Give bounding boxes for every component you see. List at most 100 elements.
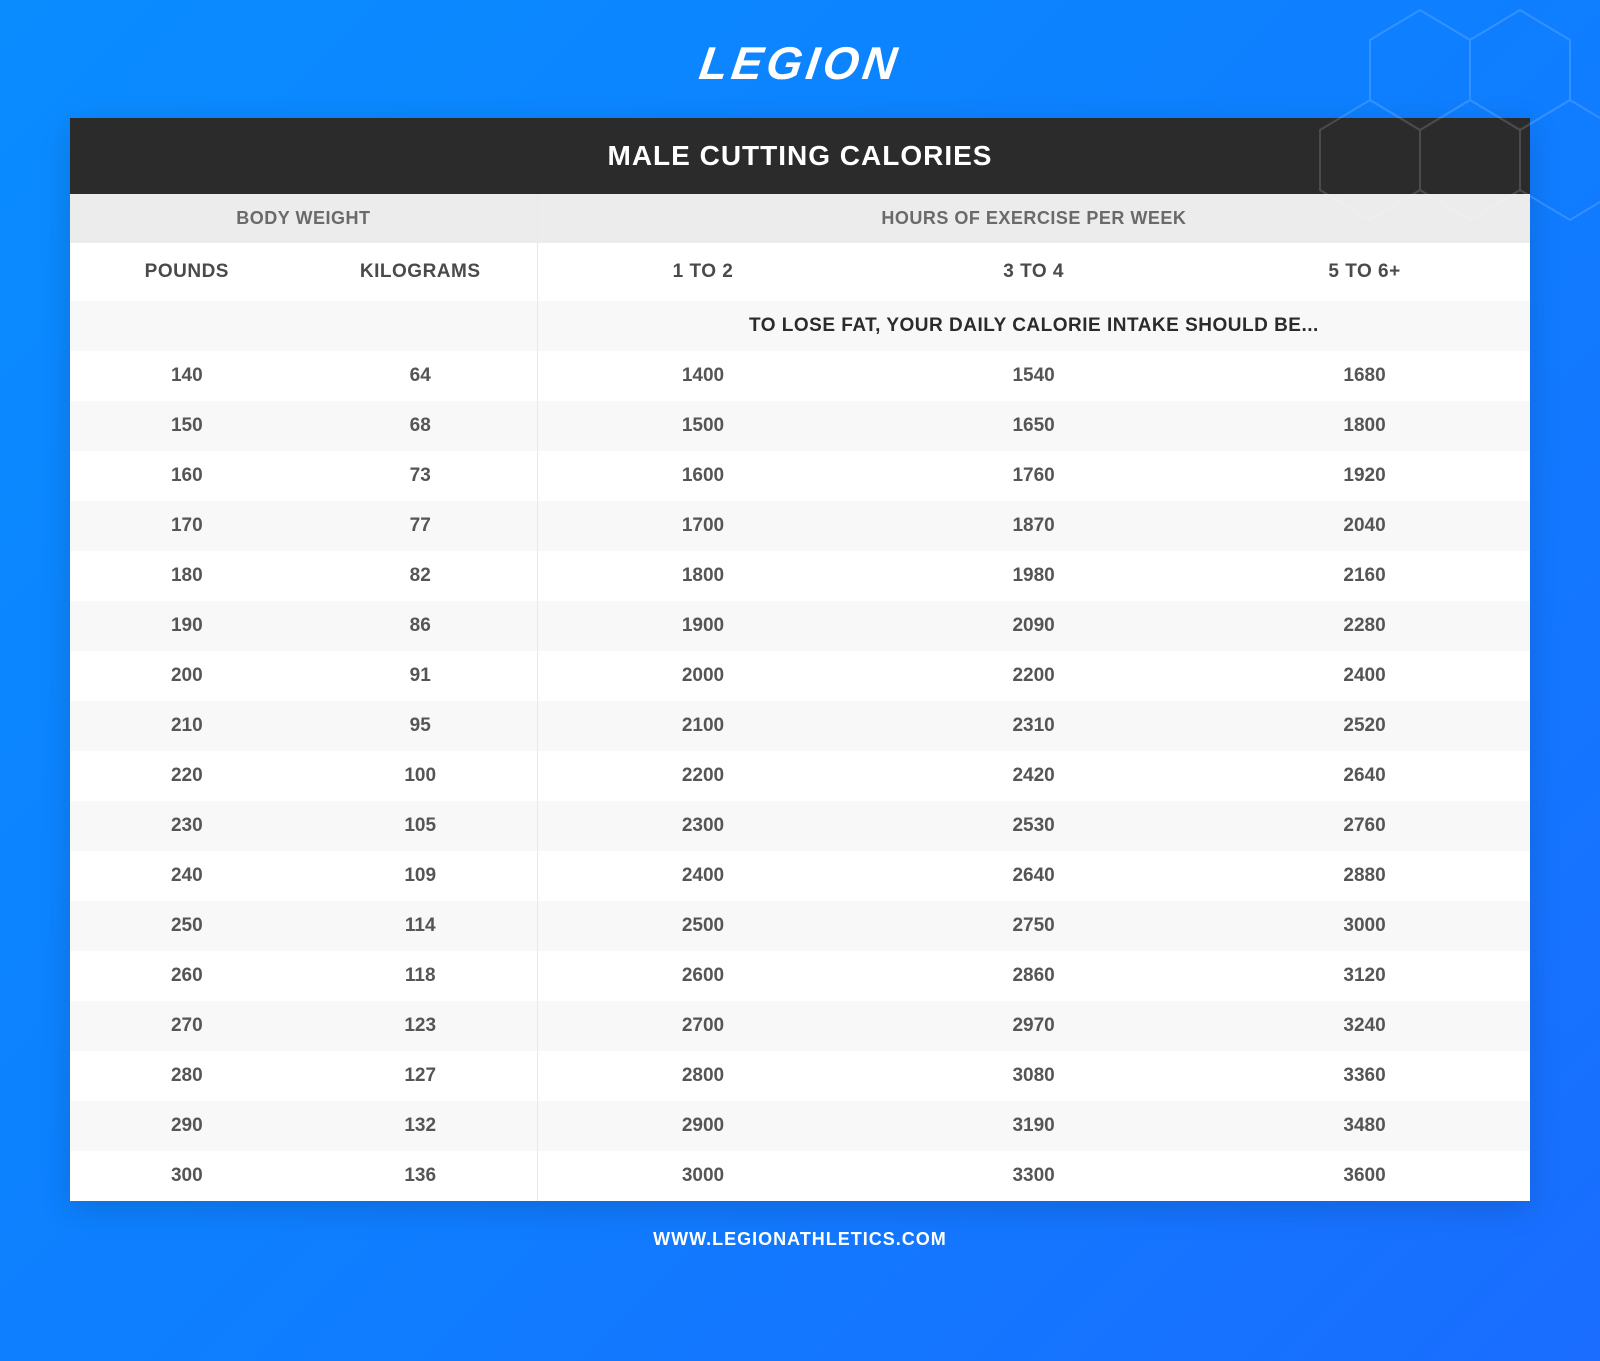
table-cell: 1980 xyxy=(868,551,1199,601)
table-cell: 1680 xyxy=(1199,351,1530,401)
table-cell: 1600 xyxy=(537,451,868,501)
table-row: 300136300033003600 xyxy=(70,1151,1530,1201)
table-row: 230105230025302760 xyxy=(70,801,1530,851)
table-cell: 2160 xyxy=(1199,551,1530,601)
table-row: 21095210023102520 xyxy=(70,701,1530,751)
table-cell: 3360 xyxy=(1199,1051,1530,1101)
table-cell: 3080 xyxy=(868,1051,1199,1101)
table-cell: 2800 xyxy=(537,1051,868,1101)
table-cell: 73 xyxy=(304,451,538,501)
table-cell: 2750 xyxy=(868,901,1199,951)
table-cell: 3300 xyxy=(868,1151,1199,1201)
table-cell: 2970 xyxy=(868,1001,1199,1051)
table-cell: 2600 xyxy=(537,951,868,1001)
table-cell: 140 xyxy=(70,351,304,401)
table-cell: 250 xyxy=(70,901,304,951)
table-row: 280127280030803360 xyxy=(70,1051,1530,1101)
table-cell: 2530 xyxy=(868,801,1199,851)
table-cell: 2040 xyxy=(1199,501,1530,551)
group-header-row: BODY WEIGHT HOURS OF EXERCISE PER WEEK xyxy=(70,194,1530,243)
table-cell: 91 xyxy=(304,651,538,701)
table-cell: 1760 xyxy=(868,451,1199,501)
table-cell: 3600 xyxy=(1199,1151,1530,1201)
brand-logo: LEGION xyxy=(696,36,904,90)
table-cell: 160 xyxy=(70,451,304,501)
footer-url: WWW.LEGIONATHLETICS.COM xyxy=(0,1201,1600,1278)
table-cell: 105 xyxy=(304,801,538,851)
table-cell: 3120 xyxy=(1199,951,1530,1001)
table-cell: 68 xyxy=(304,401,538,451)
table-cell: 280 xyxy=(70,1051,304,1101)
table-cell: 2420 xyxy=(868,751,1199,801)
table-row: 220100220024202640 xyxy=(70,751,1530,801)
table-cell: 82 xyxy=(304,551,538,601)
table-cell: 2640 xyxy=(1199,751,1530,801)
table-cell: 1650 xyxy=(868,401,1199,451)
card-title: MALE CUTTING CALORIES xyxy=(70,118,1530,194)
table-row: 19086190020902280 xyxy=(70,601,1530,651)
logo-wrap: LEGION xyxy=(0,0,1600,118)
column-header-row: POUNDS KILOGRAMS 1 TO 2 3 TO 4 5 TO 6+ xyxy=(70,243,1530,301)
table-cell: 170 xyxy=(70,501,304,551)
table-row: 18082180019802160 xyxy=(70,551,1530,601)
note-row: TO LOSE FAT, YOUR DAILY CALORIE INTAKE S… xyxy=(70,301,1530,351)
table-cell: 136 xyxy=(304,1151,538,1201)
table-cell: 270 xyxy=(70,1001,304,1051)
table-cell: 1900 xyxy=(537,601,868,651)
table-cell: 109 xyxy=(304,851,538,901)
col-kilograms: KILOGRAMS xyxy=(304,243,538,301)
table-cell: 100 xyxy=(304,751,538,801)
calorie-card: MALE CUTTING CALORIES BODY WEIGHT HOURS … xyxy=(70,118,1530,1201)
table-cell: 114 xyxy=(304,901,538,951)
table-cell: 1540 xyxy=(868,351,1199,401)
table-cell: 2700 xyxy=(537,1001,868,1051)
table-cell: 260 xyxy=(70,951,304,1001)
table-cell: 2760 xyxy=(1199,801,1530,851)
table-cell: 2200 xyxy=(868,651,1199,701)
table-cell: 290 xyxy=(70,1101,304,1151)
table-row: 240109240026402880 xyxy=(70,851,1530,901)
table-row: 20091200022002400 xyxy=(70,651,1530,701)
table-cell: 3000 xyxy=(1199,901,1530,951)
table-cell: 2100 xyxy=(537,701,868,751)
group-header-right: HOURS OF EXERCISE PER WEEK xyxy=(537,194,1530,243)
table-cell: 132 xyxy=(304,1101,538,1151)
table-cell: 2500 xyxy=(537,901,868,951)
table-cell: 2640 xyxy=(868,851,1199,901)
table-cell: 86 xyxy=(304,601,538,651)
col-pounds: POUNDS xyxy=(70,243,304,301)
table-cell: 2400 xyxy=(537,851,868,901)
col-1to2: 1 TO 2 xyxy=(537,243,868,301)
table-cell: 200 xyxy=(70,651,304,701)
table-cell: 3240 xyxy=(1199,1001,1530,1051)
table-cell: 300 xyxy=(70,1151,304,1201)
col-3to4: 3 TO 4 xyxy=(868,243,1199,301)
table-cell: 1700 xyxy=(537,501,868,551)
table-cell: 220 xyxy=(70,751,304,801)
table-cell: 1400 xyxy=(537,351,868,401)
table-cell: 190 xyxy=(70,601,304,651)
table-cell: 123 xyxy=(304,1001,538,1051)
table-cell: 2900 xyxy=(537,1101,868,1151)
table-cell: 150 xyxy=(70,401,304,451)
table-cell: 77 xyxy=(304,501,538,551)
table-cell: 210 xyxy=(70,701,304,751)
note-blank-2 xyxy=(304,301,538,351)
table-cell: 2000 xyxy=(537,651,868,701)
table-cell: 3190 xyxy=(868,1101,1199,1151)
table-row: 17077170018702040 xyxy=(70,501,1530,551)
table-body: 1406414001540168015068150016501800160731… xyxy=(70,351,1530,1201)
table-cell: 2860 xyxy=(868,951,1199,1001)
table-cell: 1920 xyxy=(1199,451,1530,501)
table-cell: 2280 xyxy=(1199,601,1530,651)
table-row: 14064140015401680 xyxy=(70,351,1530,401)
table-cell: 230 xyxy=(70,801,304,851)
table-row: 250114250027503000 xyxy=(70,901,1530,951)
calorie-table: BODY WEIGHT HOURS OF EXERCISE PER WEEK P… xyxy=(70,194,1530,1201)
group-header-left: BODY WEIGHT xyxy=(70,194,537,243)
table-row: 16073160017601920 xyxy=(70,451,1530,501)
table-cell: 3000 xyxy=(537,1151,868,1201)
table-cell: 1500 xyxy=(537,401,868,451)
table-cell: 64 xyxy=(304,351,538,401)
table-row: 290132290031903480 xyxy=(70,1101,1530,1151)
